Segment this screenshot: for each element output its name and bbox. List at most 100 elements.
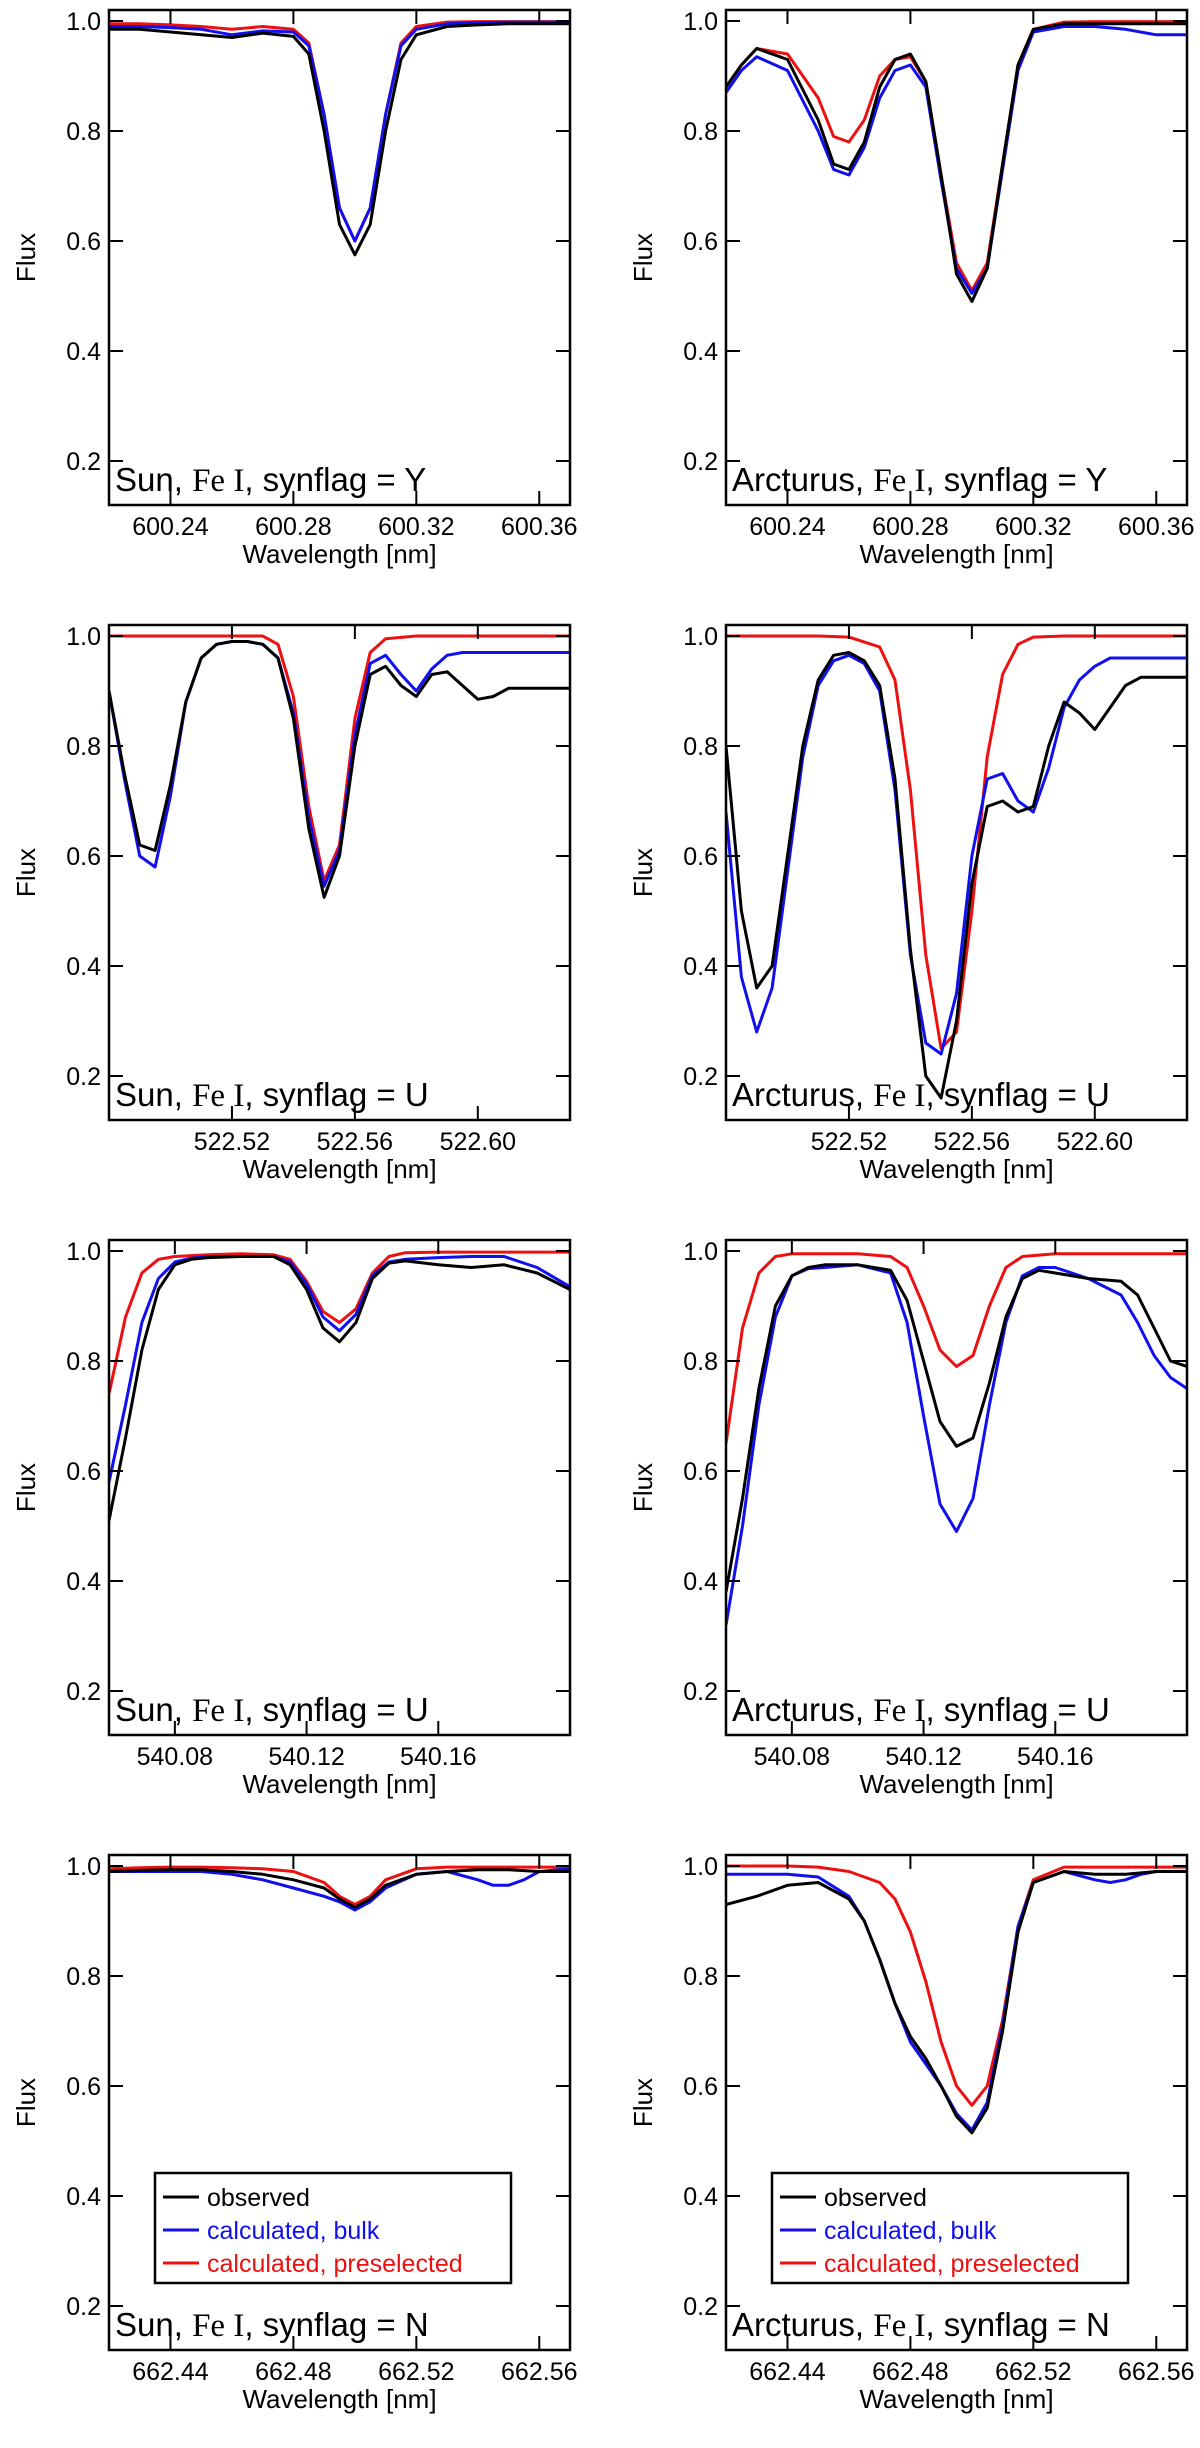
y-tick-label: 0.8	[683, 118, 718, 146]
y-tick-label: 0.6	[66, 1458, 101, 1486]
annotation-synflag: , synflag = U	[925, 1691, 1109, 1728]
x-tick-label: 600.32	[995, 513, 1071, 541]
y-tick-label: 0.8	[683, 733, 718, 761]
chart-panel-arcturus-3: 0.2 0.4 0.6 0.8 1.0 522.52 522.56 522.60Wavelen…	[628, 623, 1189, 1184]
annotation-star: Arcturus	[732, 2306, 855, 2343]
annotation-element: Fe I	[192, 1693, 244, 1729]
annotation-synflag: , synflag = U	[244, 1691, 428, 1728]
x-axis-title: Wavelength [nm]	[859, 539, 1053, 569]
y-tick-label: 0.2	[66, 448, 101, 476]
y-tick-label: 1.0	[683, 1853, 718, 1881]
x-tick-label: 522.56	[934, 1128, 1010, 1156]
legend-label-bulk: calculated, bulk	[207, 2217, 380, 2245]
x-tick-label: 600.24	[749, 513, 826, 541]
plot-frame	[107, 8, 572, 507]
x-tick-label: 662.52	[378, 2358, 454, 2386]
series-line-preselected	[726, 634, 1187, 1050]
series-line-preselected	[109, 634, 570, 883]
x-tick-label: 600.28	[255, 513, 331, 541]
chart-panel-arcturus-1: 0.2 0.4 0.6 0.8 1.0 600.24 600.28 600.32 600.36 W…	[628, 8, 1195, 569]
y-tick-label: 1.0	[683, 8, 718, 36]
y-tick-label: 0.8	[66, 1348, 101, 1376]
x-tick-label: 600.32	[378, 513, 454, 541]
y-axis-title: Flux	[628, 2078, 658, 2127]
chart-panel-sun-2: 0.2 0.4 0.6 0.8 1.0 522.52 522.56 522.60Wavelen…	[11, 623, 572, 1184]
series-line-observed	[109, 22, 570, 257]
x-tick-label: 662.56	[1118, 2358, 1194, 2386]
annotation-element: Fe I	[192, 2308, 244, 2344]
x-axis-title: Wavelength [nm]	[859, 1154, 1053, 1184]
panel-annotation: Sun, Fe I, synflag = N	[115, 2306, 429, 2344]
chart-panel-sun-6: 0.2 0.4 0.6 0.8 1.0 662.44 662.48 662.52 662.56 W…	[11, 1853, 578, 2414]
x-tick-label: 540.08	[754, 1743, 830, 1771]
x-tick-label: 540.16	[400, 1743, 476, 1771]
series-line-observed	[726, 1263, 1187, 1593]
x-tick-label: 662.52	[995, 2358, 1071, 2386]
y-tick-label: 0.6	[683, 228, 718, 256]
y-axis-title: Flux	[11, 848, 41, 897]
y-tick-label: 1.0	[66, 1853, 101, 1881]
y-tick-label: 0.6	[66, 2073, 101, 2101]
y-axis-title: Flux	[11, 1463, 41, 1512]
legend-box	[153, 2171, 513, 2285]
y-tick-label: 0.4	[683, 953, 718, 981]
y-tick-label: 0.6	[683, 1458, 718, 1486]
x-axis-title: Wavelength [nm]	[242, 539, 436, 569]
x-axis-title: Wavelength [nm]	[242, 2384, 436, 2414]
series-line-observed	[726, 651, 1187, 1100]
y-axis-title: Flux	[11, 2078, 41, 2127]
x-tick-label: 600.24	[132, 513, 209, 541]
chart-panel-sun-0: 0.2 0.4 0.6 0.8 1.0 600.24 600.28 600.32 600.36 W…	[11, 8, 578, 569]
x-tick-label: 600.28	[872, 513, 948, 541]
annotation-element: Fe I	[192, 1078, 244, 1114]
panel-annotation: Sun, Fe I, synflag = U	[115, 1076, 429, 1114]
x-axis-title: Wavelength [nm]	[859, 2384, 1053, 2414]
legend-label-observed: observed	[824, 2184, 927, 2212]
y-tick-label: 0.2	[683, 2293, 718, 2321]
y-tick-label: 0.2	[683, 1678, 718, 1706]
legend-label-preselected: calculated, preselected	[207, 2250, 463, 2278]
series-line-bulk	[109, 1867, 570, 1912]
y-tick-label: 0.2	[66, 1678, 101, 1706]
annotation-element: Fe I	[873, 2308, 925, 2344]
x-axis-title: Wavelength [nm]	[242, 1154, 436, 1184]
x-tick-label: 540.12	[268, 1743, 344, 1771]
annotation-star: Sun	[115, 461, 174, 498]
y-tick-label: 1.0	[66, 8, 101, 36]
y-axis-title: Flux	[11, 233, 41, 282]
x-tick-label: 522.52	[811, 1128, 887, 1156]
y-tick-label: 0.4	[683, 338, 718, 366]
annotation-synflag: , synflag = U	[925, 1076, 1109, 1113]
y-tick-label: 0.4	[683, 1568, 718, 1596]
annotation-star: Arcturus	[732, 461, 855, 498]
panel-annotation: Arcturus, Fe I, synflag = U	[732, 1691, 1110, 1729]
y-tick-label: 0.8	[66, 118, 101, 146]
chart-panel-arcturus-7: 0.2 0.4 0.6 0.8 1.0 662.44 662.48 662.52 662.56 W…	[628, 1853, 1195, 2414]
annotation-star: Sun	[115, 1076, 174, 1113]
series-line-bulk	[726, 653, 1187, 1056]
series-line-preselected	[726, 1864, 1187, 2107]
y-tick-label: 0.4	[66, 953, 101, 981]
panel-annotation: Arcturus, Fe I, synflag = Y	[732, 461, 1107, 499]
y-tick-label: 0.6	[66, 228, 101, 256]
plot-frame	[724, 8, 1189, 507]
annotation-star: Arcturus	[732, 1076, 855, 1113]
legend-label-preselected: calculated, preselected	[824, 2250, 1080, 2278]
series-line-preselected	[726, 1252, 1187, 1444]
y-tick-label: 0.2	[66, 1063, 101, 1091]
x-tick-label: 662.44	[132, 2358, 209, 2386]
annotation-synflag: , synflag = U	[244, 1076, 428, 1113]
y-tick-label: 0.8	[683, 1348, 718, 1376]
legend-label-bulk: calculated, bulk	[824, 2217, 997, 2245]
x-tick-label: 540.08	[137, 1743, 213, 1771]
series-line-observed	[109, 640, 570, 899]
annotation-star: Arcturus	[732, 1691, 855, 1728]
x-tick-label: 662.48	[255, 2358, 331, 2386]
x-tick-label: 522.56	[317, 1128, 393, 1156]
x-axis-title: Wavelength [nm]	[242, 1769, 436, 1799]
y-tick-label: 0.4	[683, 2183, 718, 2211]
y-tick-label: 0.8	[66, 1963, 101, 1991]
x-axis-title: Wavelength [nm]	[859, 1769, 1053, 1799]
y-tick-label: 0.2	[66, 2293, 101, 2321]
